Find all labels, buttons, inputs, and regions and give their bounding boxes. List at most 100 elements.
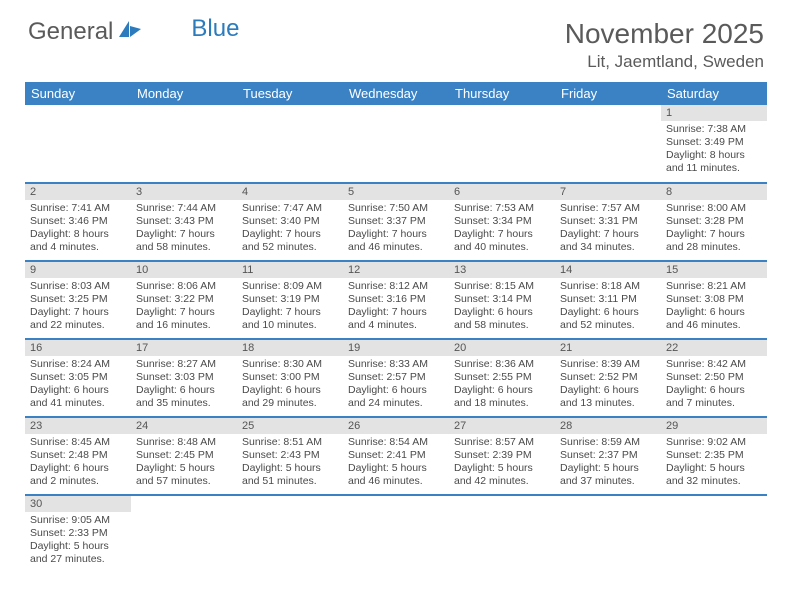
day-info: Sunrise: 7:53 AMSunset: 3:34 PMDaylight:…: [449, 200, 555, 259]
day-number: 15: [661, 262, 767, 278]
calendar-day-cell: .: [25, 105, 131, 183]
calendar-day-cell: 24Sunrise: 8:48 AMSunset: 2:45 PMDayligh…: [131, 417, 237, 495]
day-header: Thursday: [449, 82, 555, 105]
day-number: 11: [237, 262, 343, 278]
logo-sail-icon: [117, 18, 143, 46]
calendar-day-cell: 28Sunrise: 8:59 AMSunset: 2:37 PMDayligh…: [555, 417, 661, 495]
day-info: Sunrise: 8:36 AMSunset: 2:55 PMDaylight:…: [449, 356, 555, 415]
calendar-day-cell: 9Sunrise: 8:03 AMSunset: 3:25 PMDaylight…: [25, 261, 131, 339]
location-label: Lit, Jaemtland, Sweden: [565, 52, 764, 72]
day-info: Sunrise: 7:57 AMSunset: 3:31 PMDaylight:…: [555, 200, 661, 259]
day-info: Sunrise: 9:02 AMSunset: 2:35 PMDaylight:…: [661, 434, 767, 493]
logo: General Blue: [28, 18, 239, 46]
calendar-day-cell: 2Sunrise: 7:41 AMSunset: 3:46 PMDaylight…: [25, 183, 131, 261]
day-info: Sunrise: 8:51 AMSunset: 2:43 PMDaylight:…: [237, 434, 343, 493]
day-info: Sunrise: 8:42 AMSunset: 2:50 PMDaylight:…: [661, 356, 767, 415]
day-info: Sunrise: 8:59 AMSunset: 2:37 PMDaylight:…: [555, 434, 661, 493]
calendar-week-row: ......1Sunrise: 7:38 AMSunset: 3:49 PMDa…: [25, 105, 767, 183]
day-number: 28: [555, 418, 661, 434]
day-info: Sunrise: 8:33 AMSunset: 2:57 PMDaylight:…: [343, 356, 449, 415]
day-number: 13: [449, 262, 555, 278]
calendar-day-cell: 29Sunrise: 9:02 AMSunset: 2:35 PMDayligh…: [661, 417, 767, 495]
day-header: Sunday: [25, 82, 131, 105]
day-info: Sunrise: 7:41 AMSunset: 3:46 PMDaylight:…: [25, 200, 131, 259]
day-number: 14: [555, 262, 661, 278]
month-title: November 2025: [565, 18, 764, 50]
day-info: Sunrise: 8:45 AMSunset: 2:48 PMDaylight:…: [25, 434, 131, 493]
calendar-day-cell: 23Sunrise: 8:45 AMSunset: 2:48 PMDayligh…: [25, 417, 131, 495]
calendar-week-row: 16Sunrise: 8:24 AMSunset: 3:05 PMDayligh…: [25, 339, 767, 417]
day-number: 8: [661, 184, 767, 200]
day-number: 24: [131, 418, 237, 434]
calendar-day-cell: .: [449, 105, 555, 183]
day-info: Sunrise: 7:38 AMSunset: 3:49 PMDaylight:…: [661, 121, 767, 180]
calendar-day-cell: 27Sunrise: 8:57 AMSunset: 2:39 PMDayligh…: [449, 417, 555, 495]
day-info: Sunrise: 8:15 AMSunset: 3:14 PMDaylight:…: [449, 278, 555, 337]
day-info: Sunrise: 8:03 AMSunset: 3:25 PMDaylight:…: [25, 278, 131, 337]
day-number: 4: [237, 184, 343, 200]
day-number: 5: [343, 184, 449, 200]
day-number: 7: [555, 184, 661, 200]
calendar-day-cell: 12Sunrise: 8:12 AMSunset: 3:16 PMDayligh…: [343, 261, 449, 339]
calendar-week-row: 9Sunrise: 8:03 AMSunset: 3:25 PMDaylight…: [25, 261, 767, 339]
day-number: 27: [449, 418, 555, 434]
day-number: 30: [25, 496, 131, 512]
day-info: Sunrise: 7:44 AMSunset: 3:43 PMDaylight:…: [131, 200, 237, 259]
day-header: Wednesday: [343, 82, 449, 105]
header: General Blue November 2025 Lit, Jaemtlan…: [0, 0, 792, 78]
day-info: Sunrise: 9:05 AMSunset: 2:33 PMDaylight:…: [25, 512, 131, 571]
day-info: Sunrise: 8:57 AMSunset: 2:39 PMDaylight:…: [449, 434, 555, 493]
calendar-week-row: 30Sunrise: 9:05 AMSunset: 2:33 PMDayligh…: [25, 495, 767, 573]
day-info: Sunrise: 8:27 AMSunset: 3:03 PMDaylight:…: [131, 356, 237, 415]
calendar-day-cell: 22Sunrise: 8:42 AMSunset: 2:50 PMDayligh…: [661, 339, 767, 417]
calendar-day-cell: 21Sunrise: 8:39 AMSunset: 2:52 PMDayligh…: [555, 339, 661, 417]
day-number: 21: [555, 340, 661, 356]
day-info: Sunrise: 8:30 AMSunset: 3:00 PMDaylight:…: [237, 356, 343, 415]
day-number: 20: [449, 340, 555, 356]
calendar-day-cell: .: [131, 105, 237, 183]
day-header: Saturday: [661, 82, 767, 105]
calendar-day-cell: 5Sunrise: 7:50 AMSunset: 3:37 PMDaylight…: [343, 183, 449, 261]
calendar-day-cell: 19Sunrise: 8:33 AMSunset: 2:57 PMDayligh…: [343, 339, 449, 417]
calendar-day-cell: 6Sunrise: 7:53 AMSunset: 3:34 PMDaylight…: [449, 183, 555, 261]
calendar-week-row: 2Sunrise: 7:41 AMSunset: 3:46 PMDaylight…: [25, 183, 767, 261]
day-number: 10: [131, 262, 237, 278]
day-info: Sunrise: 8:18 AMSunset: 3:11 PMDaylight:…: [555, 278, 661, 337]
day-number: 9: [25, 262, 131, 278]
calendar-day-cell: .: [343, 105, 449, 183]
day-number: 25: [237, 418, 343, 434]
calendar-day-cell: [343, 495, 449, 573]
day-number: 2: [25, 184, 131, 200]
day-number: 17: [131, 340, 237, 356]
calendar-day-cell: 14Sunrise: 8:18 AMSunset: 3:11 PMDayligh…: [555, 261, 661, 339]
day-number: 3: [131, 184, 237, 200]
calendar-day-cell: 1Sunrise: 7:38 AMSunset: 3:49 PMDaylight…: [661, 105, 767, 183]
calendar-day-cell: 13Sunrise: 8:15 AMSunset: 3:14 PMDayligh…: [449, 261, 555, 339]
calendar-day-cell: [449, 495, 555, 573]
calendar-day-cell: 16Sunrise: 8:24 AMSunset: 3:05 PMDayligh…: [25, 339, 131, 417]
calendar-day-cell: 30Sunrise: 9:05 AMSunset: 2:33 PMDayligh…: [25, 495, 131, 573]
calendar-day-cell: 18Sunrise: 8:30 AMSunset: 3:00 PMDayligh…: [237, 339, 343, 417]
day-header: Tuesday: [237, 82, 343, 105]
day-info: Sunrise: 8:24 AMSunset: 3:05 PMDaylight:…: [25, 356, 131, 415]
day-header: Friday: [555, 82, 661, 105]
day-info: Sunrise: 7:50 AMSunset: 3:37 PMDaylight:…: [343, 200, 449, 259]
day-header: Monday: [131, 82, 237, 105]
logo-text-general: General: [28, 18, 113, 46]
day-number: 29: [661, 418, 767, 434]
calendar-table: SundayMondayTuesdayWednesdayThursdayFrid…: [25, 82, 767, 573]
day-number: 19: [343, 340, 449, 356]
calendar-day-cell: .: [555, 105, 661, 183]
calendar-day-cell: [237, 495, 343, 573]
title-block: November 2025 Lit, Jaemtland, Sweden: [565, 18, 764, 72]
calendar-day-cell: 17Sunrise: 8:27 AMSunset: 3:03 PMDayligh…: [131, 339, 237, 417]
calendar-day-cell: [661, 495, 767, 573]
day-info: Sunrise: 8:21 AMSunset: 3:08 PMDaylight:…: [661, 278, 767, 337]
day-number: 23: [25, 418, 131, 434]
calendar-day-cell: [555, 495, 661, 573]
calendar-day-cell: 15Sunrise: 8:21 AMSunset: 3:08 PMDayligh…: [661, 261, 767, 339]
logo-text-blue: Blue: [191, 15, 239, 43]
calendar-day-cell: 8Sunrise: 8:00 AMSunset: 3:28 PMDaylight…: [661, 183, 767, 261]
day-info: Sunrise: 8:48 AMSunset: 2:45 PMDaylight:…: [131, 434, 237, 493]
calendar-week-row: 23Sunrise: 8:45 AMSunset: 2:48 PMDayligh…: [25, 417, 767, 495]
